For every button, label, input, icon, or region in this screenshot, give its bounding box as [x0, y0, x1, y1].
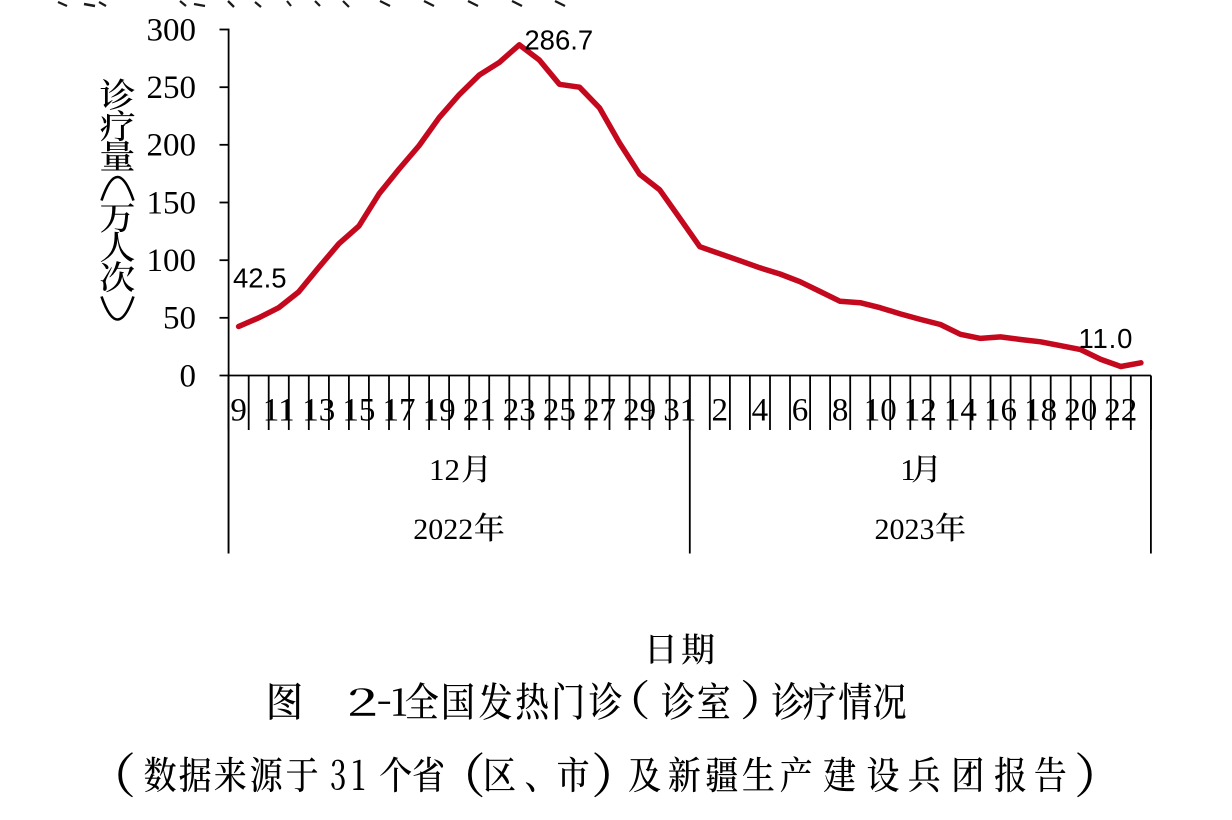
svg-text:1: 1	[900, 452, 916, 487]
svg-text:27: 27	[583, 393, 616, 429]
svg-text:200: 200	[147, 128, 197, 164]
svg-text:2022: 2022	[413, 513, 473, 546]
svg-text:8: 8	[832, 393, 849, 429]
svg-text:20: 20	[1064, 393, 1097, 429]
svg-text:18: 18	[1024, 393, 1057, 429]
svg-text:300: 300	[147, 12, 197, 48]
svg-text:42.5: 42.5	[233, 263, 287, 294]
svg-text:22: 22	[1104, 393, 1137, 429]
svg-text:21: 21	[463, 393, 496, 429]
svg-text:16: 16	[984, 393, 1017, 429]
svg-text:50: 50	[163, 301, 196, 337]
svg-text:11: 11	[263, 393, 295, 429]
svg-text:31: 31	[663, 393, 696, 429]
svg-text:23: 23	[503, 393, 536, 429]
svg-text:13: 13	[302, 393, 335, 429]
svg-text:11.0: 11.0	[1079, 323, 1134, 354]
svg-text:25: 25	[543, 393, 576, 429]
svg-text:6: 6	[792, 393, 809, 429]
svg-text:29: 29	[623, 393, 656, 429]
svg-text:100: 100	[147, 243, 197, 279]
svg-text:17: 17	[383, 393, 416, 429]
svg-text:12: 12	[904, 393, 937, 429]
svg-text:15: 15	[342, 393, 375, 429]
svg-text:12: 12	[429, 452, 460, 487]
svg-text:14: 14	[944, 393, 977, 429]
svg-text:4: 4	[752, 393, 769, 429]
svg-text:150: 150	[147, 185, 197, 221]
svg-text:286.7: 286.7	[524, 25, 593, 56]
svg-text:2: 2	[712, 393, 729, 429]
svg-text:10: 10	[864, 393, 897, 429]
svg-text:0: 0	[180, 358, 197, 394]
svg-text:250: 250	[147, 70, 197, 106]
svg-text:2023: 2023	[875, 513, 935, 546]
svg-text:9: 9	[230, 393, 247, 429]
svg-text:19: 19	[423, 393, 456, 429]
